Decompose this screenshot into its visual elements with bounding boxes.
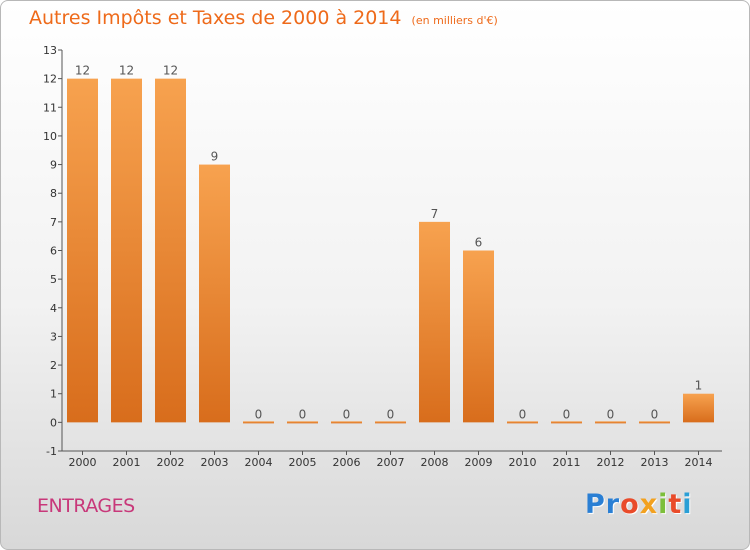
bar-2004 [243,421,274,424]
logo-letter: x [639,489,659,520]
x-tick-label: 2004 [245,456,273,469]
chart-title: Autres Impôts et Taxes de 2000 à 2014 [29,7,402,29]
bar-2006 [331,421,362,424]
value-label-2010: 0 [519,407,527,421]
bar-2007 [375,421,406,424]
y-tick-label: -1 [46,445,57,458]
value-label-2007: 0 [387,407,395,421]
value-label-2011: 0 [563,407,571,421]
value-label-2004: 0 [255,407,263,421]
x-tick-label: 2002 [157,456,185,469]
y-tick-label: 6 [50,245,57,258]
x-tick-label: 2010 [509,456,537,469]
value-label-2003: 9 [211,150,219,164]
chart-title-block: Autres Impôts et Taxes de 2000 à 2014 (e… [29,7,498,29]
place-name: ENTRAGES [37,495,135,517]
y-tick-label: 1 [50,388,57,401]
y-tick-label: 11 [43,101,57,114]
x-tick-label: 2012 [597,456,625,469]
y-tick-label: 9 [50,159,57,172]
logo-letter: t [668,489,683,520]
proxiti-logo[interactable]: Proxiti [585,489,693,520]
x-tick-label: 2001 [113,456,141,469]
bars-group [67,78,714,424]
x-tick-label: 2013 [641,456,669,469]
bar-2012 [595,421,626,424]
value-label-2002: 12 [163,64,178,78]
y-tick-label: 3 [50,330,57,343]
value-label-2005: 0 [299,407,307,421]
y-tick-label: 8 [50,187,57,200]
y-tick-label: 0 [50,416,57,429]
logo-letter: i [682,489,693,520]
y-tick-label: 10 [43,130,57,143]
y-tick-label: 4 [50,302,57,315]
value-label-2013: 0 [651,407,659,421]
value-label-2014: 1 [695,379,703,393]
labels-group: 2000 12 2001 12 2002 12 2003 9 2004 0 2005 0 2006 0 20… [69,64,713,469]
value-label-2000: 12 [75,64,90,78]
bar-2014 [683,393,714,423]
bar-2002 [155,78,186,423]
x-tick-label: 2007 [377,456,405,469]
bar-2000 [67,78,98,423]
logo-letter: P [585,489,606,520]
bar-2011 [551,421,582,424]
value-label-2009: 6 [475,236,483,250]
y-tick-label: 13 [43,44,57,57]
y-tick-label: 2 [50,359,57,372]
x-tick-label: 2006 [333,456,361,469]
logo-letter: r [605,489,621,520]
x-tick-label: 2000 [69,456,97,469]
bar-2013 [639,421,670,424]
value-label-2012: 0 [607,407,615,421]
x-tick-label: 2011 [553,456,581,469]
x-tick-label: 2003 [201,456,229,469]
y-tick-label: 5 [50,273,57,286]
chart-subtitle: (en milliers d'€) [411,14,498,27]
y-tick-label: 7 [50,216,57,229]
value-label-2006: 0 [343,407,351,421]
logo-letter: i [658,489,669,520]
bar-2009 [463,250,494,423]
logo-letter: o [620,489,640,520]
x-tick-label: 2014 [685,456,713,469]
x-tick-label: 2008 [421,456,449,469]
bar-2010 [507,421,538,424]
bar-2008 [419,221,450,423]
y-tick-label: 12 [43,73,57,86]
bar-2001 [111,78,142,423]
value-label-2008: 7 [431,207,439,221]
x-tick-label: 2009 [465,456,493,469]
x-tick-label: 2005 [289,456,317,469]
bar-2005 [287,421,318,424]
bar-2003 [199,164,230,423]
value-label-2001: 12 [119,64,134,78]
